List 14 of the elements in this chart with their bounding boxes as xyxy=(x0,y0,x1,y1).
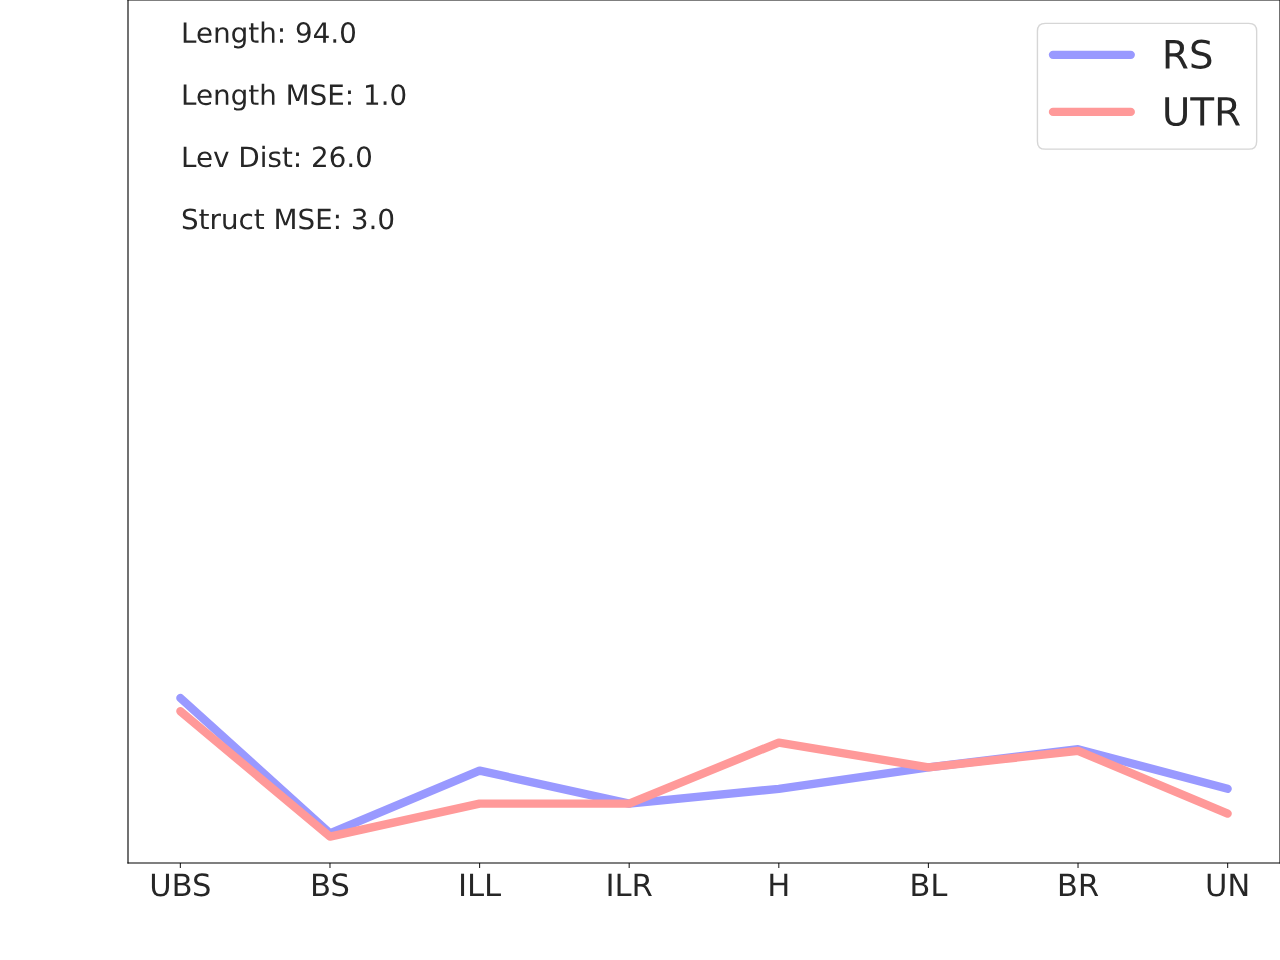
text: Struct MSE: 3.0 xyxy=(182,208,394,230)
x-tick-label: BL xyxy=(912,873,948,896)
x-tick-label: UN xyxy=(1207,873,1248,897)
x-tick-label: UBS xyxy=(151,873,210,897)
x-tick-label: ILR xyxy=(608,873,652,896)
x-tick-label: H xyxy=(770,873,788,896)
text: Lev Dist: 26.0 xyxy=(183,145,371,168)
legend-label: RS xyxy=(1165,39,1212,69)
x-tick-label: BS xyxy=(313,873,349,897)
text: Length: 94.0 xyxy=(183,21,355,49)
x-tick-label: BR xyxy=(1059,873,1099,896)
text: Length MSE: 1.0 xyxy=(183,83,406,111)
x-tick-label: ILL xyxy=(461,873,501,896)
legend-label: UTR xyxy=(1165,97,1240,127)
